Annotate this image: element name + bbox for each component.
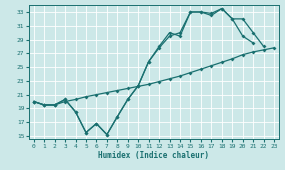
- X-axis label: Humidex (Indice chaleur): Humidex (Indice chaleur): [98, 151, 209, 160]
